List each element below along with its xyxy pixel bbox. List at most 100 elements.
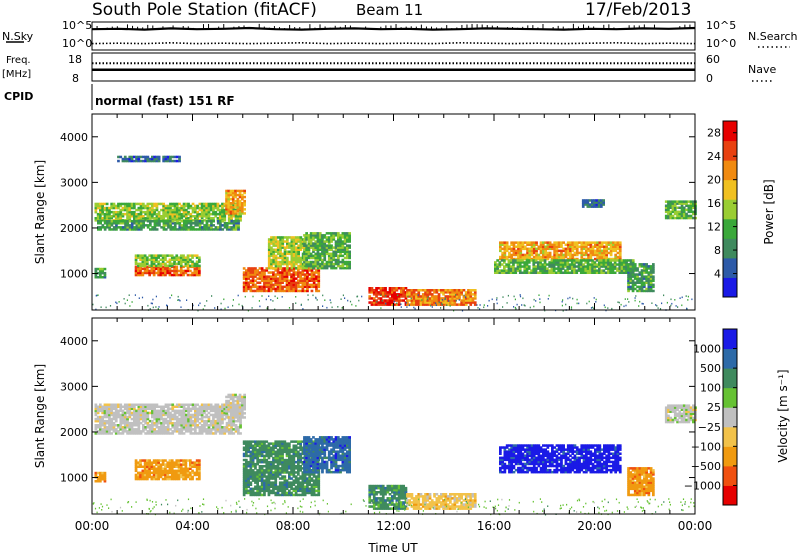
heatmap-cell	[141, 471, 145, 475]
heatmap-cell	[99, 222, 102, 225]
heatmap-cell	[370, 289, 374, 292]
heatmap-cell	[393, 289, 396, 292]
heatmap-cell	[193, 269, 197, 273]
heatmap-cell	[323, 254, 327, 258]
heatmap-cell	[591, 203, 594, 206]
heatmap-cell	[589, 263, 592, 266]
heatmap-speck	[155, 306, 157, 308]
power-colorbar-swatch	[723, 199, 737, 220]
heatmap-cell	[276, 242, 280, 245]
heatmap-cell	[142, 226, 145, 229]
heatmap-cell	[498, 271, 502, 274]
heatmap-cell	[542, 241, 545, 244]
heatmap-cell	[433, 289, 436, 292]
heatmap-cell	[426, 289, 430, 292]
heatmap-cell	[584, 261, 588, 264]
heatmap-speck	[95, 294, 97, 297]
heatmap-cell	[417, 297, 421, 300]
heatmap-cell	[321, 250, 324, 253]
heatmap-cell	[687, 210, 691, 214]
heatmap-cell	[171, 220, 175, 223]
heatmap-cell	[130, 228, 134, 231]
power-colorbar-tick-label: 4	[714, 268, 721, 281]
heatmap-cell	[647, 281, 651, 284]
heatmap-cell	[306, 279, 309, 282]
heatmap-cell	[223, 411, 227, 415]
heatmap-cell	[384, 289, 387, 292]
heatmap-cell	[149, 224, 152, 227]
heatmap-cell	[290, 260, 294, 264]
heatmap-cell	[316, 244, 320, 247]
heatmap-cell	[203, 405, 206, 408]
heatmap-speck	[220, 302, 222, 305]
heatmap-cell	[245, 279, 248, 282]
heatmap-cell	[203, 204, 206, 208]
heatmap-speck	[199, 302, 201, 305]
heatmap-cell	[299, 256, 303, 260]
heatmap-cell	[600, 245, 604, 248]
heatmap-cell	[212, 409, 215, 413]
heatmap-cell	[207, 417, 211, 421]
heatmap-cell	[196, 407, 199, 411]
heatmap-cell	[589, 253, 593, 257]
heatmap-cell	[616, 251, 620, 255]
heatmap-speck	[211, 295, 213, 297]
heatmap-cell	[175, 202, 179, 206]
heatmap-cell	[101, 202, 104, 206]
heatmap-cell	[593, 199, 596, 202]
heatmap-cell	[157, 465, 160, 468]
heatmap-cell	[631, 273, 635, 276]
heatmap-cell	[212, 407, 215, 411]
heatmap-cell	[230, 424, 233, 427]
heatmap-cell	[633, 263, 637, 266]
heatmap-cell	[239, 217, 242, 220]
heatmap-cell	[223, 407, 227, 411]
heatmap-cell	[148, 254, 151, 257]
heatmap-cell	[682, 216, 686, 220]
heatmap-cell	[225, 204, 228, 207]
heatmap-cell	[225, 210, 228, 213]
heatmap-cell	[586, 199, 590, 202]
heatmap-cell	[678, 202, 682, 205]
heatmap-cell	[573, 259, 576, 262]
heatmap-cell	[159, 271, 163, 275]
heatmap-speck	[329, 299, 331, 301]
heatmap-cell	[162, 210, 165, 214]
heatmap-cell	[652, 267, 655, 270]
heatmap-cell	[417, 299, 421, 302]
heatmap-cell	[105, 421, 109, 425]
heatmap-cell	[146, 159, 150, 163]
heatmap-cell	[267, 289, 271, 293]
heatmap-cell	[142, 206, 145, 210]
heatmap-cell	[133, 413, 136, 417]
heatmap-cell	[299, 271, 302, 274]
heatmap-cell	[573, 245, 577, 248]
heatmap-cell	[134, 469, 138, 473]
heatmap-cell	[305, 250, 308, 253]
heatmap-cell	[225, 424, 229, 427]
heatmap-speck	[385, 302, 387, 305]
heatmap-cell	[600, 271, 603, 274]
heatmap-cell	[591, 263, 594, 266]
heatmap-cell	[175, 254, 179, 257]
heatmap-cell	[589, 255, 593, 259]
heatmap-cell	[577, 269, 581, 272]
heatmap-cell	[292, 254, 296, 258]
heatmap-cell	[159, 269, 163, 273]
heatmap-cell	[178, 208, 181, 212]
heatmap-cell	[221, 407, 224, 411]
heatmap-cell	[146, 262, 149, 266]
heatmap-cell	[227, 208, 231, 211]
heatmap-cell	[643, 271, 646, 274]
heatmap-cell	[205, 202, 208, 206]
heatmap-cell	[303, 285, 307, 289]
heatmap-cell	[184, 262, 188, 266]
heatmap-cell	[598, 249, 602, 253]
heatmap-cell	[130, 157, 134, 161]
heatmap-cell	[128, 405, 132, 408]
heatmap-cell	[128, 206, 132, 210]
heatmap-cell	[151, 432, 154, 435]
heatmap-cell	[594, 245, 597, 248]
heatmap-cell	[604, 259, 608, 262]
heatmap-cell	[633, 269, 637, 272]
